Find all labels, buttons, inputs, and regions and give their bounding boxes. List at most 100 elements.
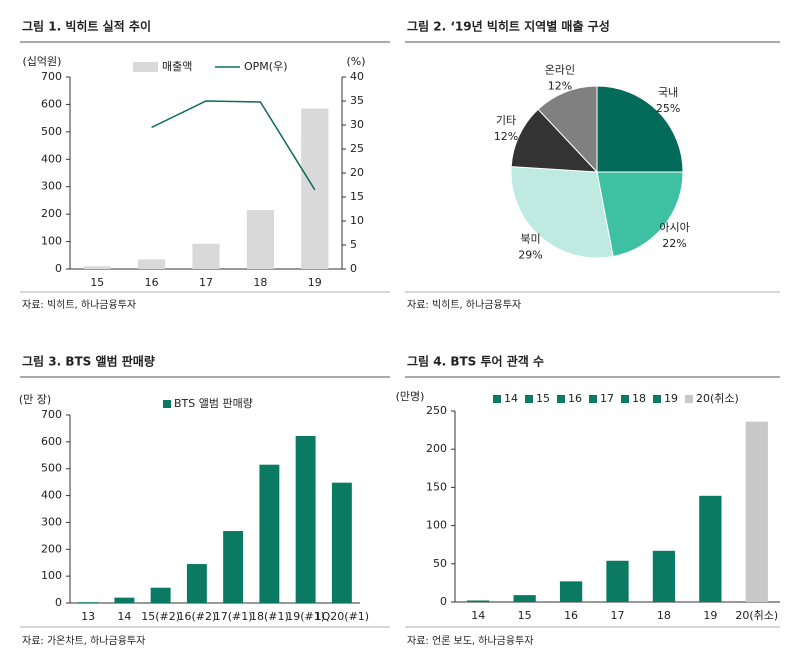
slice-label: 29%: [518, 248, 542, 261]
x-tick-label: 17: [611, 609, 625, 622]
x-tick-label: 13: [81, 610, 95, 623]
legend-swatch: [557, 395, 565, 403]
legend-label: 매출액: [162, 60, 192, 73]
x-tick-label: 15: [90, 276, 104, 289]
y-tick-label: 100: [41, 569, 62, 582]
bar: [699, 495, 722, 602]
legend-swatch: [525, 395, 533, 403]
slice-label: 25%: [656, 102, 680, 115]
bar: [114, 597, 135, 603]
x-tick-label: 17: [199, 276, 213, 289]
x-tick-label: 20(취소): [735, 609, 778, 622]
slice-name: 국내: [658, 86, 678, 99]
bar: [246, 210, 274, 269]
x-tick-label: 17(#1): [214, 610, 253, 623]
source: 자료: 빅히트, 하나금융투자: [22, 298, 136, 311]
y-axis-unit: (십억원): [23, 55, 62, 68]
y-tick-label: 0: [55, 262, 62, 275]
legend-label: 16: [568, 392, 582, 405]
chart-title: 그림 4. BTS 투어 관객 수: [407, 354, 544, 369]
y-tick-label: 400: [41, 152, 62, 165]
y-tick-label: 700: [41, 408, 62, 421]
y-tick-label: 500: [41, 462, 62, 475]
y-tick-label: 150: [426, 480, 447, 493]
y2-tick-label: 30: [350, 118, 364, 131]
y-tick-label: 50: [433, 557, 447, 570]
legend-label: OPM(우): [244, 60, 288, 73]
x-tick-label: 18: [657, 609, 671, 622]
pie-slice: [510, 108, 599, 173]
y2-tick-label: 10: [350, 214, 364, 227]
bar: [652, 550, 676, 602]
y2-tick-label: 5: [350, 238, 357, 251]
bar: [186, 564, 207, 603]
y2-tick-label: 0: [350, 262, 357, 275]
y-tick-label: 200: [426, 442, 447, 455]
y2-tick-label: 20: [350, 166, 364, 179]
bar: [138, 259, 166, 269]
y2-tick-label: 15: [350, 190, 364, 203]
x-tick-label: 19: [703, 609, 717, 622]
slice-label: 12%: [494, 130, 518, 143]
y-tick-label: 250: [426, 404, 447, 417]
x-tick-label: 15(#2): [141, 610, 180, 623]
bar: [745, 421, 768, 602]
bar: [467, 600, 490, 602]
x-tick-label: 19(#1): [286, 610, 325, 623]
pie-slice: [537, 85, 598, 174]
y-tick-label: 100: [41, 235, 62, 248]
x-tick-label: 18(#1): [250, 610, 289, 623]
legend-swatch: [685, 395, 693, 403]
y2-tick-label: 25: [350, 142, 364, 155]
slice-label: 12%: [548, 79, 572, 92]
slice-name: 온라인: [545, 63, 575, 76]
y-tick-label: 400: [41, 489, 62, 502]
legend-label: 15: [536, 392, 550, 405]
legend-swatch: [493, 395, 501, 403]
pie-slice: [596, 85, 684, 173]
chart-title: 그림 3. BTS 앨범 판매량: [22, 354, 155, 369]
bar: [150, 587, 171, 603]
x-tick-label: 18: [253, 276, 267, 289]
slice-name: 기타: [496, 114, 516, 127]
y-tick-label: 200: [41, 542, 62, 555]
x-tick-label: 16(#2): [177, 610, 216, 623]
y-tick-label: 200: [41, 207, 62, 220]
pie-slice: [596, 171, 684, 258]
bar: [192, 243, 220, 269]
x-tick-label: 14: [117, 610, 131, 623]
legend-label: 14: [504, 392, 518, 405]
bar: [606, 560, 629, 602]
x-tick-label: 15: [518, 609, 532, 622]
bar: [559, 581, 583, 602]
source: 자료: 언론 보도, 하나금융투자: [407, 634, 533, 647]
legend-label: 19: [664, 392, 678, 405]
legend-swatch: [589, 395, 597, 403]
source: 자료: 가온차트, 하나금융투자: [22, 634, 145, 647]
legend-label: 18: [632, 392, 646, 405]
chart-title: 그림 1. 빅히트 실적 추이: [22, 19, 151, 34]
legend-swatch: [653, 395, 661, 403]
source: 자료: 빅히트, 하나금융투자: [407, 298, 521, 311]
y-tick-label: 600: [41, 435, 62, 448]
bar: [513, 595, 536, 602]
slice-name: 아시아: [659, 221, 689, 234]
y-tick-label: 0: [440, 595, 447, 608]
bar: [78, 602, 99, 603]
y-tick-label: 500: [41, 125, 62, 138]
legend-swatch: [621, 395, 629, 403]
y-axis-unit: (만 장): [19, 393, 51, 406]
y-tick-label: 300: [41, 180, 62, 193]
y-tick-label: 100: [426, 519, 447, 532]
bar: [331, 482, 352, 603]
legend-label: 17: [600, 392, 614, 405]
bar: [223, 531, 244, 603]
x-tick-label: 14: [471, 609, 485, 622]
legend-label: BTS 앨범 판매량: [174, 397, 253, 410]
bar: [83, 266, 111, 269]
x-tick-label: 16: [564, 609, 578, 622]
slice-label: 22%: [662, 237, 686, 250]
x-tick-label: 16: [145, 276, 159, 289]
y2-tick-label: 35: [350, 94, 364, 107]
